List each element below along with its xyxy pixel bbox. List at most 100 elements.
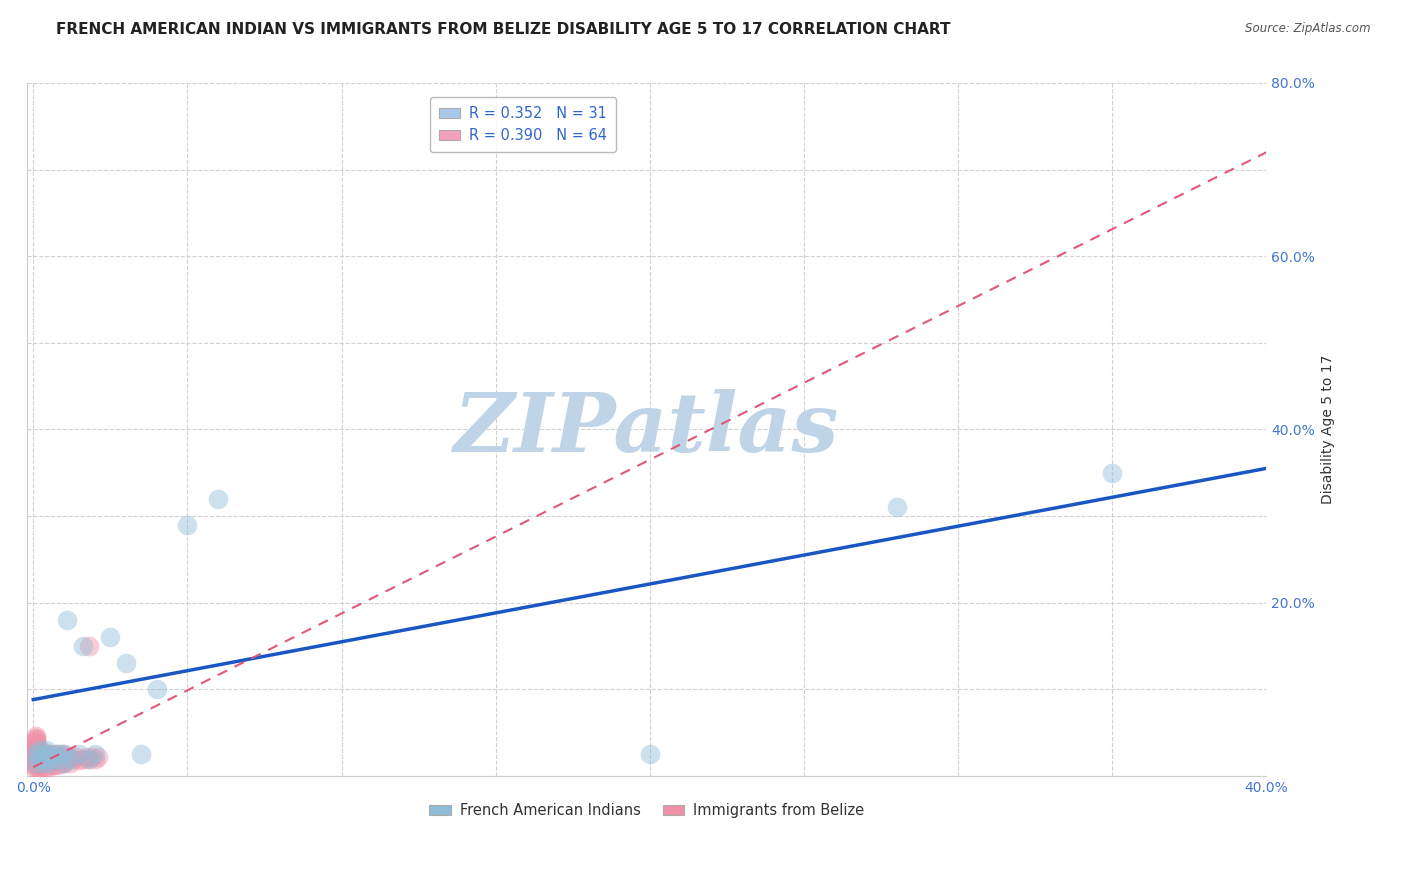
Point	[41, 758, 63, 772]
Point	[25, 762, 48, 776]
Point	[34, 743, 56, 757]
Point	[28, 747, 51, 762]
Point	[176, 517, 198, 532]
Point	[38, 747, 60, 761]
Point	[28, 741, 51, 756]
Point	[53, 756, 76, 770]
Point	[34, 760, 56, 774]
Point	[59, 756, 82, 770]
Point	[44, 753, 66, 767]
Point	[41, 753, 63, 767]
Point	[114, 657, 136, 671]
Point	[53, 747, 76, 761]
Point	[53, 756, 76, 770]
Point	[25, 753, 48, 767]
Point	[69, 753, 91, 767]
Point	[87, 749, 110, 764]
Point	[46, 753, 69, 767]
Point	[38, 756, 60, 770]
Point	[25, 747, 48, 762]
Point	[25, 758, 48, 772]
Point	[25, 739, 48, 754]
Point	[25, 741, 48, 756]
Point	[25, 732, 48, 747]
Point	[28, 751, 51, 765]
Point	[65, 749, 87, 764]
Point	[77, 751, 100, 765]
Point	[28, 745, 51, 759]
Point	[638, 747, 661, 761]
Point	[41, 747, 63, 762]
Point	[207, 491, 229, 506]
Point	[49, 749, 72, 764]
Point	[75, 749, 97, 764]
Point	[56, 613, 79, 627]
Point	[31, 756, 53, 770]
Point	[77, 751, 100, 765]
Point	[25, 747, 48, 761]
Point	[25, 756, 48, 771]
Text: ZIPatlas: ZIPatlas	[454, 390, 839, 469]
Point	[25, 729, 48, 743]
Point	[46, 751, 69, 765]
Point	[38, 747, 60, 761]
Point	[886, 500, 908, 515]
Point	[49, 756, 72, 770]
Point	[38, 753, 60, 767]
Point	[1101, 466, 1123, 480]
Point	[53, 747, 76, 761]
Point	[69, 747, 91, 761]
Point	[31, 760, 53, 774]
Point	[25, 747, 48, 761]
Point	[46, 758, 69, 772]
Point	[53, 751, 76, 765]
Point	[46, 747, 69, 761]
Point	[25, 751, 48, 765]
Point	[38, 760, 60, 774]
Point	[56, 751, 79, 765]
Point	[59, 751, 82, 765]
Point	[41, 751, 63, 765]
Point	[129, 747, 152, 761]
Point	[28, 743, 51, 757]
Point	[31, 747, 53, 761]
Point	[25, 745, 48, 759]
Point	[77, 639, 100, 653]
Point	[44, 758, 66, 772]
Point	[25, 760, 48, 774]
Point	[59, 749, 82, 764]
Point	[25, 736, 48, 750]
Point	[44, 747, 66, 761]
Point	[28, 758, 51, 772]
Point	[84, 747, 107, 761]
Point	[72, 639, 94, 653]
Y-axis label: Disability Age 5 to 17: Disability Age 5 to 17	[1320, 355, 1334, 504]
Legend: French American Indians, Immigrants from Belize: French American Indians, Immigrants from…	[423, 797, 870, 824]
Text: FRENCH AMERICAN INDIAN VS IMMIGRANTS FROM BELIZE DISABILITY AGE 5 TO 17 CORRELAT: FRENCH AMERICAN INDIAN VS IMMIGRANTS FRO…	[56, 22, 950, 37]
Point	[44, 747, 66, 761]
Point	[25, 731, 48, 745]
Point	[145, 682, 167, 697]
Point	[62, 751, 84, 765]
Point	[80, 749, 103, 764]
Point	[34, 751, 56, 765]
Point	[25, 755, 48, 769]
Point	[25, 756, 48, 770]
Point	[31, 751, 53, 765]
Point	[84, 751, 107, 765]
Point	[28, 762, 51, 776]
Point	[31, 747, 53, 761]
Point	[28, 751, 51, 765]
Point	[49, 747, 72, 761]
Point	[25, 738, 48, 752]
Point	[25, 734, 48, 748]
Point	[31, 756, 53, 770]
Point	[28, 755, 51, 769]
Point	[34, 747, 56, 761]
Point	[34, 753, 56, 767]
Point	[25, 749, 48, 764]
Point	[72, 751, 94, 765]
Point	[25, 743, 48, 757]
Text: Source: ZipAtlas.com: Source: ZipAtlas.com	[1246, 22, 1371, 36]
Point	[98, 630, 121, 644]
